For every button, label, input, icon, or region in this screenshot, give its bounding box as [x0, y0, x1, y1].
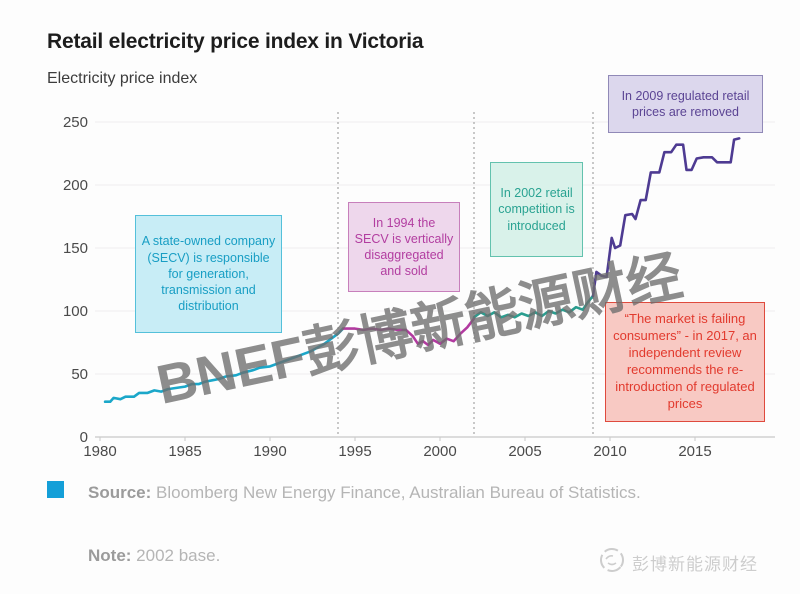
- brand-footer: 彭博新能源财经: [598, 546, 758, 579]
- annotation-1994-disaggregation: In 1994 the SECV is vertically disaggreg…: [348, 202, 460, 292]
- y-tick-label: 100: [62, 303, 88, 320]
- source-bullet-square: [47, 481, 64, 498]
- note-text: 2002 base.: [131, 546, 221, 565]
- annotation-2017-review: “The market is failing consumers” - in 2…: [605, 302, 765, 422]
- x-tick-label: 2015: [678, 443, 712, 460]
- x-tick-label: 1995: [338, 443, 372, 460]
- brand-logo-icon: [598, 546, 626, 579]
- source-label: Source:: [88, 483, 152, 502]
- page-title: Retail electricity price index in Victor…: [47, 30, 424, 53]
- x-tick-label: 2005: [508, 443, 542, 460]
- y-tick-label: 250: [62, 114, 88, 131]
- x-tick-label: 1990: [253, 443, 287, 460]
- x-tick-label: 2010: [593, 443, 627, 460]
- chart-subtitle: Electricity price index: [47, 70, 198, 87]
- note-line: Note: 2002 base.: [88, 541, 220, 571]
- x-tick-label: 2000: [423, 443, 457, 460]
- annotation-2002-competition: In 2002 retail competition is introduced: [490, 162, 583, 257]
- source-text: Bloomberg New Energy Finance, Australian…: [151, 483, 641, 502]
- brand-text: 彭博新能源财经: [632, 555, 758, 574]
- y-tick-label: 200: [62, 177, 88, 194]
- annotation-secv-era: A state-owned company (SECV) is responsi…: [135, 215, 282, 333]
- y-tick-label: 50: [71, 366, 88, 383]
- annotation-2009-deregulation: In 2009 regulated retail prices are remo…: [608, 75, 763, 133]
- note-label: Note:: [88, 546, 132, 565]
- x-tick-label: 1985: [168, 443, 202, 460]
- y-tick-label: 150: [62, 240, 88, 257]
- y-tick-label: 0: [79, 429, 88, 446]
- source-line: Source: Bloomberg New Energy Finance, Au…: [88, 478, 658, 508]
- x-tick-label: 1980: [83, 443, 117, 460]
